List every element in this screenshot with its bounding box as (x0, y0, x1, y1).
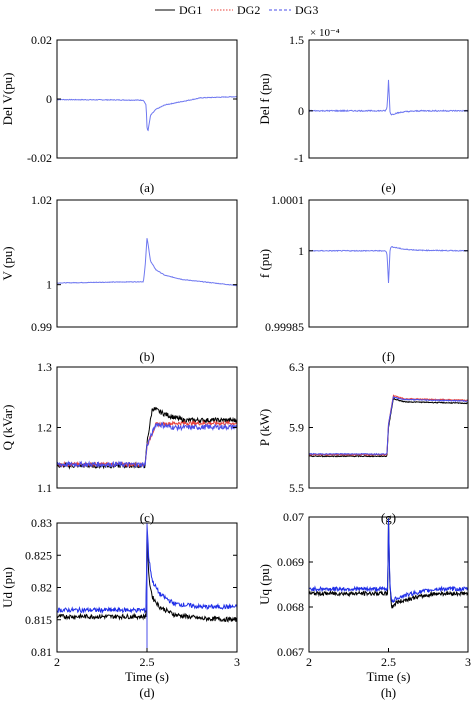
plot-area (57, 406, 237, 470)
y-tick-label: 1.3 (37, 360, 52, 374)
plot-area (309, 79, 468, 116)
y-tick-label: -0.02 (27, 151, 52, 165)
y-axis-label: Uq (pu) (257, 564, 272, 605)
series-line-dg3 (57, 96, 237, 132)
plot-frame (56, 39, 238, 159)
plot-area (309, 394, 468, 458)
chart-panel-c: 1.1 1.2 1.3 Q (kVar) (c) (0, 360, 238, 525)
y-tick-label: 0.83 (31, 516, 52, 530)
y-tick-label: 0.825 (25, 548, 52, 562)
y-axis-label: Del V(pu) (0, 73, 15, 126)
chart-panel-f: 0.99985 1 1.0001 f (pu) (f) (257, 193, 469, 364)
plot-area (57, 96, 237, 132)
y-tick-label: 1.2 (37, 421, 52, 435)
y-tick-label: 0.07 (283, 510, 304, 524)
y-tick-label: 5.9 (289, 421, 304, 435)
series-line-dg3 (309, 395, 468, 456)
x-tick-label: 3 (465, 655, 471, 669)
x-tick-label: 2.5 (381, 655, 396, 669)
legend-label-dg2: DG2 (237, 3, 260, 17)
series-line-dg3 (309, 79, 468, 116)
series-line-dg3 (309, 518, 468, 604)
y-tick-label: 0.99 (31, 320, 52, 334)
y-tick-label: 0.815 (25, 613, 52, 627)
y-tick-label: 0.068 (277, 600, 304, 614)
y-tick-label: 0.81 (31, 645, 52, 659)
y-tick-label: 1 (46, 278, 52, 292)
series-line-dg3 (57, 238, 237, 287)
y-tick-label: 1.0001 (271, 193, 304, 207)
plot-frame (56, 199, 238, 328)
panel-caption: (c) (140, 510, 154, 525)
y-tick-label: 0.069 (277, 555, 304, 569)
chart-panel-g: 5.55.96.3P (kW)(g) (257, 360, 469, 525)
plot-area (57, 238, 237, 287)
y-tick-label: 1.1 (37, 481, 52, 495)
y-tick-label: 0 (298, 104, 304, 118)
y-axis-label: Del f (pu) (257, 73, 272, 124)
plot-frame (308, 39, 469, 159)
y-axis-label: f (pu) (257, 249, 272, 278)
panel-caption: (h) (381, 685, 396, 700)
legend: DG1 DG2 DG3 (155, 3, 318, 17)
x-axis-label: Time (s) (125, 669, 169, 684)
x-tick-label: 2.5 (140, 655, 155, 669)
chart-panel-d: 0.81 0.815 0.82 0.825 0.83 2 2.5 3 Ud (pu) Time (… (0, 516, 240, 700)
plot-area (57, 523, 237, 652)
chart-panel-b: 0.99 1 1.02 V (pu) (b) (0, 193, 238, 364)
y-tick-label: 1 (298, 244, 304, 258)
plot-area (309, 246, 468, 284)
legend-label-dg1: DG1 (179, 3, 202, 17)
y-tick-label: 0.02 (31, 33, 52, 47)
y-tick-label: 0 (46, 92, 52, 106)
chart-panel-e: -1 0 1.5 × 10⁻⁴ Del f (pu) (e) (257, 27, 469, 195)
plot-frame (308, 199, 469, 328)
y-axis-label: P (kW) (257, 409, 272, 446)
panel-caption: (b) (139, 349, 154, 364)
y-tick-label: 6.3 (289, 360, 304, 374)
panel-caption: (e) (381, 180, 395, 195)
y-axis-label: V (pu) (0, 246, 15, 280)
chart-panel-h: 0.067 0.068 0.069 0.07 2 2.5 3 Uq (pu) Time (s)(… (257, 510, 471, 700)
series-line-dg1 (57, 406, 237, 470)
panel-caption: (f) (382, 349, 395, 364)
x-tick-label: 3 (234, 655, 240, 669)
x-tick-label: 2 (54, 655, 60, 669)
x-tick-label: 2 (306, 655, 312, 669)
legend-label-dg3: DG3 (295, 3, 318, 17)
y-exponent-label: × 10⁻⁴ (310, 27, 340, 39)
chart-panel-a: -0.02 0 0.02 Del V(pu) (a) (0, 33, 238, 195)
y-tick-label: 1.02 (31, 193, 52, 207)
series-line-dg1 (309, 518, 468, 609)
series-line-dg3 (309, 246, 468, 284)
y-tick-label: 1.5 (289, 33, 304, 47)
y-tick-label: 0.99985 (265, 320, 304, 334)
series-line-dg3 (57, 421, 237, 469)
y-axis-label: Q (kVar) (0, 405, 15, 451)
y-tick-label: -1 (294, 151, 304, 165)
panel-caption: (d) (139, 685, 154, 700)
panel-caption: (a) (140, 180, 154, 195)
y-axis-label: Ud (pu) (0, 567, 15, 608)
y-tick-label: 0.82 (31, 581, 52, 595)
y-tick-label: 0.067 (277, 645, 304, 659)
x-axis-label: Time (s) (367, 669, 411, 684)
plot-area (309, 518, 468, 609)
y-tick-label: 5.5 (289, 481, 304, 495)
